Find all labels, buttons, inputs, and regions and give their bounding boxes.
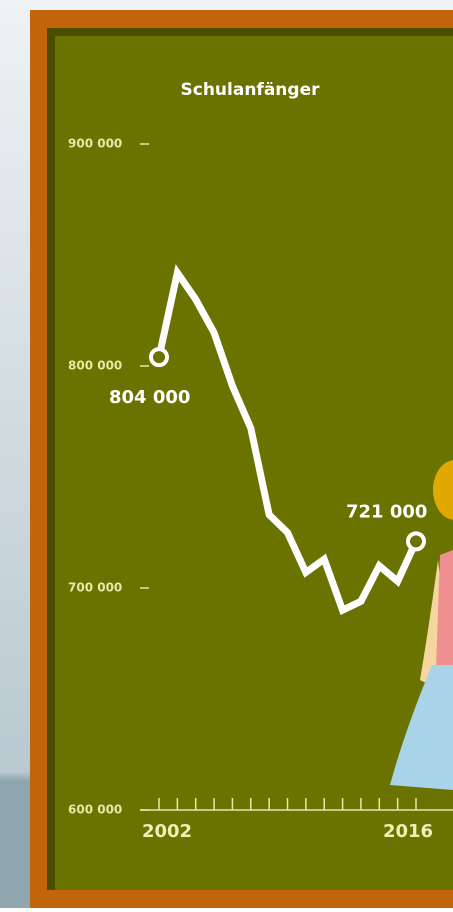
value-label: 721 000 (346, 501, 427, 522)
x-tick-label: 2002 (142, 821, 192, 842)
end-point (149, 347, 169, 368)
y-tick-label: 600 000 (68, 803, 122, 817)
data-line (155, 264, 420, 616)
value-label: 804 000 (109, 387, 190, 408)
board (55, 36, 453, 890)
skirt (390, 665, 453, 790)
chart-title: Schulanfänger (181, 80, 321, 100)
x-tick-label: 2016 (383, 821, 433, 842)
y-tick-label: 800 000 (68, 359, 122, 373)
end-point (406, 531, 426, 552)
y-tick-label: 700 000 (68, 581, 122, 595)
shirt (436, 550, 453, 670)
hair (433, 460, 453, 520)
plot: 600 000 700 000 800 000 900 000 2002 2016 804 … (68, 137, 453, 842)
illustration (390, 460, 453, 790)
y-tick-label: 900 000 (68, 137, 122, 151)
